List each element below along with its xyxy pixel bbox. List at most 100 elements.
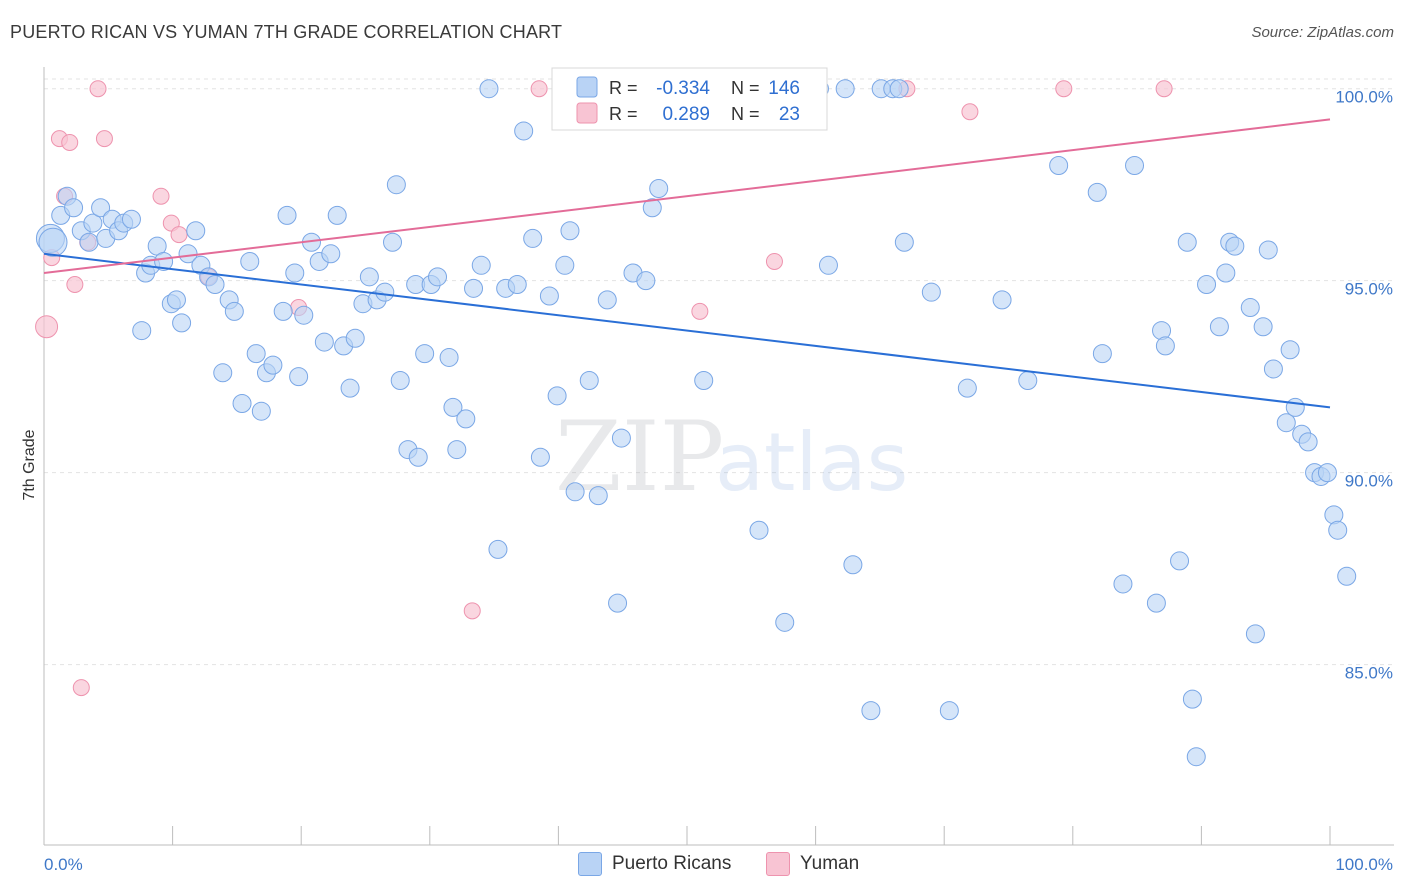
yuman-point (463, 602, 481, 620)
legend-r-value: -0.334 (656, 78, 710, 99)
yuman-point (530, 80, 548, 98)
puerto-rican-point (861, 701, 881, 721)
y-tick-label: 95.0% (1345, 280, 1393, 299)
puerto-rican-point (649, 179, 669, 199)
puerto-rican-point (1018, 370, 1038, 390)
puerto-rican-point (1155, 336, 1175, 356)
puerto-rican-point (1337, 566, 1357, 586)
puerto-rican-point (386, 175, 406, 195)
puerto-rican-point (642, 198, 662, 218)
bottom-legend-item-yuman[interactable]: Yuman (766, 852, 859, 876)
puerto-rican-point (1197, 275, 1217, 295)
puerto-rican-point (1146, 593, 1166, 613)
puerto-rican-point (588, 486, 608, 506)
puerto-rican-point (471, 255, 491, 275)
puerto-rican-point (921, 282, 941, 302)
puerto-rican-point (205, 275, 225, 295)
puerto-rican-point (1276, 413, 1296, 433)
yuman-point (35, 315, 59, 339)
yuman-point (765, 252, 783, 270)
puerto-rican-point (428, 267, 448, 287)
puerto-rican-point (775, 612, 795, 632)
puerto-rican-point (383, 232, 403, 252)
puerto-rican-point (390, 370, 410, 390)
puerto-rican-point (957, 378, 977, 398)
puerto-rican-point (1245, 624, 1265, 644)
puerto-rican-point (565, 482, 585, 502)
puerto-rican-point (1049, 155, 1069, 175)
yuman-point (691, 302, 709, 320)
puerto-rican-point (294, 305, 314, 325)
yuman-trend-line (43, 118, 1331, 274)
puerto-rican-point (539, 286, 559, 306)
yuman-point (1155, 80, 1173, 98)
puerto-rican-point (611, 428, 631, 448)
yuman-point (89, 80, 107, 98)
puerto-rican-point (597, 290, 617, 310)
puerto-rican-point (992, 290, 1012, 310)
puerto-rican-point (1253, 317, 1273, 337)
puerto-rican-point (439, 347, 459, 367)
yuman-point (961, 103, 979, 121)
puerto-rican-trend-line (43, 252, 1331, 409)
puerto-rican-point (251, 401, 271, 421)
yuman-point (95, 130, 113, 148)
x-tick-label: 0.0% (44, 855, 83, 874)
bottom-legend-item-puerto-ricans[interactable]: Puerto Ricans (578, 852, 731, 876)
puerto-rican-point (408, 447, 428, 467)
legend-r-label: R = (609, 104, 638, 124)
puerto-rican-point (464, 278, 484, 298)
yuman-point (66, 276, 84, 294)
puerto-rican-point (1285, 397, 1305, 417)
puerto-rican-point (263, 355, 283, 375)
legend-r-label: R = (609, 78, 638, 98)
puerto-rican-point (456, 409, 476, 429)
puerto-rican-point (246, 344, 266, 364)
puerto-rican-point (240, 251, 260, 271)
puerto-rican-point (345, 328, 365, 348)
puerto-rican-point (608, 593, 628, 613)
puerto-rican-point (154, 251, 174, 271)
puerto-rican-point (224, 301, 244, 321)
puerto-rican-point (894, 232, 914, 252)
puerto-rican-point (547, 386, 567, 406)
puerto-rican-point (64, 198, 84, 218)
legend-n-label: N = (731, 78, 760, 98)
puerto-rican-points (35, 79, 1357, 767)
puerto-rican-point (289, 367, 309, 387)
puerto-rican-point (507, 275, 527, 295)
y-axis-label: 7th Grade (21, 429, 38, 500)
puerto-rican-point (273, 301, 293, 321)
legend-box: R = -0.334 N = 146 R = 0.289 N = 23 (551, 67, 828, 131)
yuman-points (35, 80, 1173, 697)
chart-title: PUERTO RICAN VS YUMAN 7TH GRADE CORRELAT… (10, 22, 563, 42)
source-label: Source: ZipAtlas.com (1251, 24, 1394, 41)
puerto-rican-point (1209, 317, 1229, 337)
puerto-rican-point (327, 205, 347, 225)
puerto-rican-point (1328, 520, 1348, 540)
puerto-rican-point (479, 79, 499, 99)
legend-n-value: 146 (768, 78, 800, 99)
puerto-rican-point (132, 321, 152, 341)
puerto-rican-point (1170, 551, 1190, 571)
puerto-rican-point (321, 244, 341, 264)
grid-lines (44, 78, 1394, 666)
puerto-rican-point (488, 539, 508, 559)
puerto-rican-point (447, 440, 467, 460)
puerto-rican-point (415, 344, 435, 364)
x-tick-label: 100.0% (1335, 855, 1393, 874)
puerto-rican-point (277, 205, 297, 225)
puerto-rican-point (213, 363, 233, 383)
puerto-rican-point (1225, 236, 1245, 256)
puerto-rican-point (1240, 298, 1260, 318)
puerto-ricans-swatch (578, 852, 602, 876)
legend-n-value: 23 (779, 104, 800, 125)
puerto-rican-point (514, 121, 534, 141)
puerto-rican-point (1216, 263, 1236, 283)
puerto-rican-point (38, 227, 68, 257)
axes (43, 67, 1394, 846)
puerto-rican-point (443, 397, 463, 417)
trend-lines (43, 118, 1331, 409)
watermark-atlas: atlas (715, 416, 908, 509)
